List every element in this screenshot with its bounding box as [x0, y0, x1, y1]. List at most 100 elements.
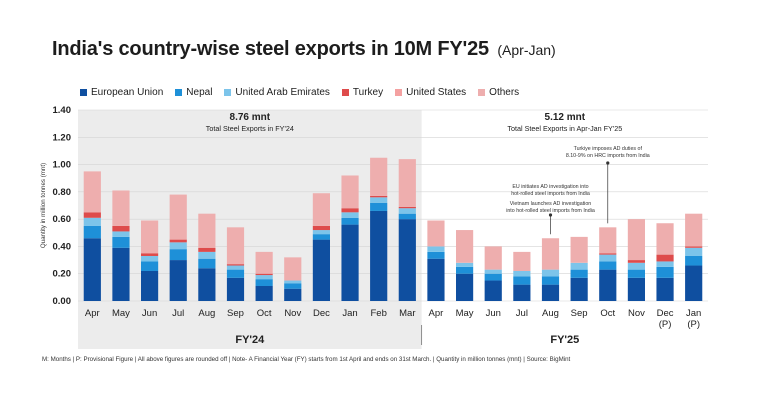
bar-segment	[484, 269, 502, 274]
y-tick-label: 0.20	[53, 269, 72, 280]
y-tick-label: 1.00	[53, 160, 72, 171]
bar-segment	[141, 261, 159, 271]
annotation-text: 8.10-9% on HRC imports from India	[566, 153, 650, 159]
x-tick-label: Jul	[516, 308, 528, 319]
y-tick-label: 0.60	[53, 214, 72, 225]
bar-segment	[83, 171, 101, 213]
bar-segment	[427, 258, 445, 301]
x-tick-label: Sep	[571, 308, 588, 319]
legend-item: United States	[395, 87, 466, 98]
x-tick-label: May	[112, 308, 130, 319]
bar-segment	[312, 234, 330, 240]
bar-segment	[341, 212, 359, 218]
bar-segment	[112, 190, 130, 226]
bar-segment	[226, 264, 245, 266]
bar-segment	[341, 217, 359, 225]
bar-segment	[685, 255, 703, 266]
group-total-label: Total Steel Exports in FY'24	[206, 124, 294, 133]
bar-segment	[198, 268, 216, 301]
legend-item: Nepal	[175, 87, 212, 98]
x-tick-label: Nov	[284, 308, 301, 319]
x-tick-label: May	[456, 308, 474, 319]
bar-segment	[112, 231, 130, 237]
bar-segment	[83, 217, 101, 226]
bar-segment	[226, 265, 245, 270]
bar-segment	[541, 284, 560, 301]
bar-segment	[398, 213, 416, 220]
bar-segment	[198, 247, 216, 252]
chart-title: India's country-wise steel exports in 10…	[52, 38, 556, 61]
bar-segment	[599, 227, 617, 254]
bar-segment	[484, 273, 502, 281]
x-tick-label: Oct	[257, 308, 272, 319]
bar-segment	[627, 277, 645, 301]
bar-segment	[541, 238, 560, 270]
bar-segment	[570, 262, 588, 270]
group-label: FY'25	[550, 334, 579, 346]
bar-segment	[198, 213, 216, 248]
y-tick-label: 1.20	[53, 132, 72, 143]
chart-legend: European Union Nepal United Arab Emirates T…	[80, 87, 519, 98]
fy24-background	[78, 110, 422, 349]
bar-segment	[169, 194, 187, 240]
bar-segment	[255, 251, 273, 274]
bar-segment	[456, 273, 474, 301]
bar-segment	[169, 242, 187, 250]
bar-segment	[284, 280, 302, 284]
x-tick-label: Jul	[172, 308, 184, 319]
bar-segment	[83, 238, 101, 301]
x-tick-label: Apr	[85, 308, 100, 319]
y-tick-label: 0.00	[53, 296, 72, 307]
bar-segment	[456, 266, 474, 274]
bar-segment	[627, 260, 645, 263]
bar-segment	[226, 277, 245, 301]
legend-label: Nepal	[186, 87, 213, 98]
legend-swatch	[341, 89, 349, 96]
x-tick-label: Jun	[486, 308, 501, 319]
legend-swatch	[224, 89, 232, 96]
bar-segment	[570, 236, 588, 263]
bar-segment	[83, 212, 101, 218]
legend-label: Others	[489, 87, 520, 98]
bar-segment	[312, 239, 330, 301]
bar-segment	[312, 225, 330, 231]
bar-segment	[456, 262, 474, 267]
bar-segment	[627, 219, 645, 261]
bar-segment	[484, 246, 502, 270]
annotation-text: Turkiye imposes AD duties of	[574, 146, 643, 152]
bar-segment	[169, 260, 187, 301]
bar-segment	[599, 253, 617, 255]
annotation-text: Vietnam launches AD investigation	[510, 201, 592, 207]
bar-segment	[198, 258, 216, 269]
bar-segment	[341, 224, 359, 301]
legend-item: European Union	[80, 87, 163, 98]
x-tick-label: Mar	[399, 308, 415, 319]
bar-segment	[513, 284, 531, 301]
bar-segment	[513, 251, 531, 271]
x-tick-label: Apr	[429, 308, 444, 319]
group-total: 8.76 mnt	[230, 112, 271, 123]
bar-segment	[112, 236, 130, 248]
bar-segment	[656, 277, 674, 301]
bar-segment	[685, 247, 703, 256]
bar-segment	[656, 223, 674, 255]
legend-label: Turkey	[352, 87, 384, 98]
legend-item: Others	[478, 87, 519, 98]
bar-segment	[255, 285, 273, 301]
bar-segment	[656, 254, 674, 262]
legend-item: United Arab Emirates	[224, 87, 330, 98]
annotation-dot	[606, 161, 610, 165]
y-axis-label: Quantity in million tonnes (mnt)	[40, 163, 47, 248]
bar-segment	[599, 269, 617, 301]
legend-swatch	[175, 89, 183, 96]
y-tick-label: 0.80	[53, 187, 72, 198]
annotation-dot	[548, 213, 553, 217]
bar-segment	[370, 195, 388, 198]
bar-segment	[370, 197, 388, 203]
x-tick-label: (P)	[687, 319, 700, 330]
bar-segment	[255, 273, 273, 276]
bar-segment	[112, 225, 130, 232]
legend-label: United Arab Emirates	[235, 87, 330, 98]
bar-segment	[370, 157, 388, 196]
x-tick-label: Oct	[600, 308, 615, 319]
